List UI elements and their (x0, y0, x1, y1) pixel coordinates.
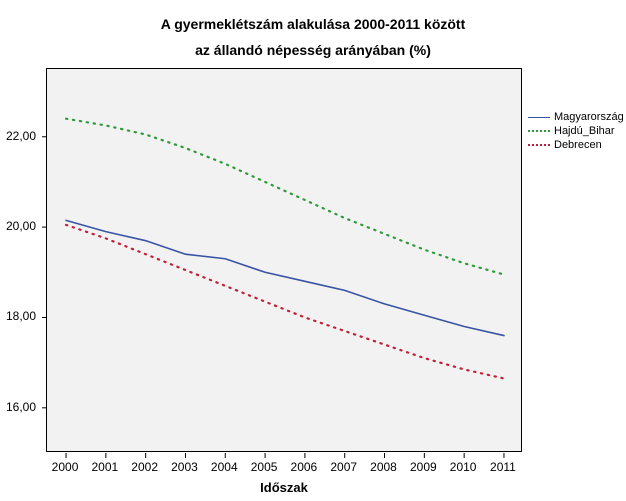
series-line (66, 225, 504, 379)
x-tick-label: 2005 (246, 460, 282, 474)
chart-root: A gyermeklétszám alakulása 2000-2011 köz… (0, 0, 626, 501)
x-tick-label: 2003 (166, 460, 202, 474)
plot-area (46, 68, 522, 452)
series-line (66, 119, 504, 275)
legend-item: Magyarország (528, 110, 624, 124)
y-tick-label: 22,00 (0, 129, 36, 143)
legend-swatch (528, 130, 550, 132)
y-tick-label: 16,00 (0, 400, 36, 414)
legend-swatch (528, 144, 550, 146)
plot-svg (47, 69, 523, 453)
chart-title-line1: A gyermeklétszám alakulása 2000-2011 köz… (0, 16, 626, 32)
legend-item: Debrecen (528, 138, 624, 152)
x-tick-label: 2001 (87, 460, 123, 474)
x-tick-label: 2002 (127, 460, 163, 474)
x-tick-label: 2009 (405, 460, 441, 474)
legend-swatch (528, 117, 550, 118)
chart-title-line2: az állandó népesség arányában (%) (0, 42, 626, 58)
x-tick-label: 2006 (286, 460, 322, 474)
x-axis-title: Időszak (46, 480, 522, 495)
x-tick-label: 2004 (206, 460, 242, 474)
x-tick-label: 2008 (366, 460, 402, 474)
legend-label: Hajdú_Bihar (554, 124, 615, 138)
x-tick-label: 2011 (485, 460, 521, 474)
x-tick-label: 2007 (326, 460, 362, 474)
series-line (66, 220, 504, 335)
x-tick-label: 2010 (445, 460, 481, 474)
y-tick-label: 20,00 (0, 219, 36, 233)
legend: MagyarországHajdú_BiharDebrecen (528, 110, 624, 152)
legend-label: Debrecen (554, 138, 602, 152)
legend-item: Hajdú_Bihar (528, 124, 624, 138)
x-tick-label: 2000 (47, 460, 83, 474)
legend-label: Magyarország (554, 110, 624, 124)
y-tick-label: 18,00 (0, 309, 36, 323)
